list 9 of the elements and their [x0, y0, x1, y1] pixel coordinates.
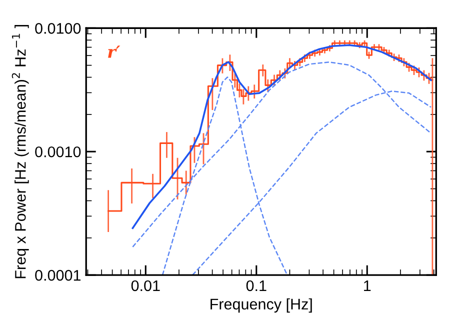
y-axis-title: Freq x Power [Hz (rms/mean)$^{2}$ Hz$^{−1}$ ]: [12, 25, 29, 278]
x-tick-label: 0.01: [131, 280, 160, 292]
annotation: r′: [108, 46, 120, 58]
x-tick-label: 0.1: [246, 280, 266, 292]
y-tick-label: 0.0100: [35, 23, 81, 34]
x-axis-title: Frequency [Hz]: [210, 298, 312, 313]
y-tick-label: 0.0001: [35, 270, 81, 281]
x-tick-label: 1: [364, 280, 371, 291]
y-tick-label: 0.0010: [35, 146, 81, 158]
